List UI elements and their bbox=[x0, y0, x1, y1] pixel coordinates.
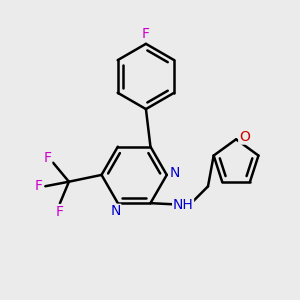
Text: O: O bbox=[239, 130, 250, 144]
Text: F: F bbox=[44, 151, 52, 165]
Text: NH: NH bbox=[173, 198, 194, 212]
Text: N: N bbox=[110, 204, 121, 218]
Text: N: N bbox=[170, 166, 180, 180]
Text: F: F bbox=[34, 179, 43, 193]
Text: F: F bbox=[142, 27, 150, 41]
Text: F: F bbox=[56, 205, 64, 219]
